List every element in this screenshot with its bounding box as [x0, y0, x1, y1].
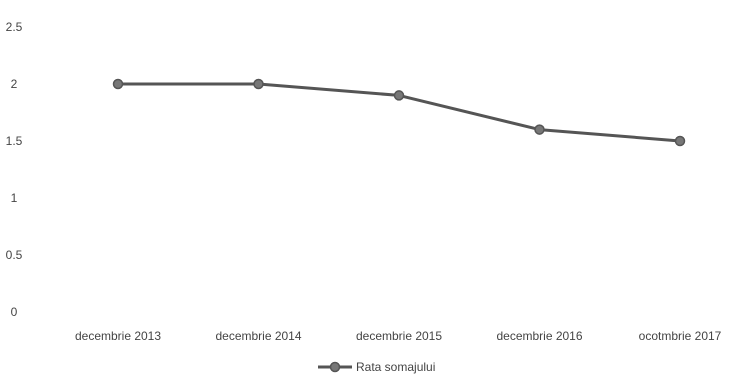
x-tick-label: decembrie 2015 [356, 329, 442, 343]
data-point-marker [393, 90, 405, 101]
data-point-marker [674, 135, 686, 147]
data-point-marker [534, 124, 545, 135]
legend: Rata somajului [318, 360, 435, 374]
x-tick-label: ocotmbrie 2017 [639, 329, 722, 343]
data-point-marker [112, 78, 124, 90]
series-layer [112, 78, 686, 147]
legend-label: Rata somajului [356, 360, 435, 374]
y-tick-label: 1 [11, 191, 18, 205]
y-tick-label: 0 [11, 305, 18, 319]
x-tick-label: decembrie 2016 [496, 329, 582, 343]
x-tick-label: decembrie 2013 [75, 329, 161, 343]
x-axis-ticks: decembrie 2013 decembrie 2014 decembrie 20… [75, 329, 722, 343]
y-tick-label: 2 [11, 77, 18, 91]
y-tick-label: 1.5 [6, 134, 23, 148]
legend-marker-swatch [329, 361, 341, 373]
y-axis-ticks: 0 0.5 1 1.5 2 2.5 [6, 20, 23, 319]
data-point-marker [253, 78, 264, 90]
x-tick-label: decembrie 2014 [215, 329, 301, 343]
y-tick-label: 2.5 [6, 20, 23, 34]
y-tick-label: 0.5 [6, 248, 23, 262]
